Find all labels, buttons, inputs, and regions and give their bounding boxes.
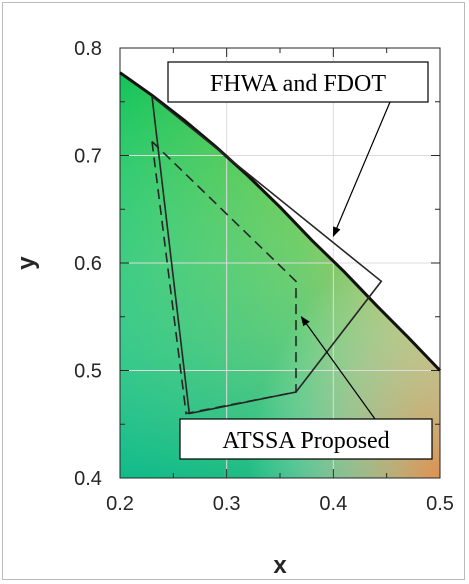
y-tick-label: 0.4 (74, 468, 102, 490)
series-dashed-boundary (151, 140, 297, 415)
y-tick-label: 0.6 (74, 253, 102, 275)
x-tick-label: 0.5 (426, 493, 454, 515)
spectral-locus (119, 71, 442, 372)
y-tick-label: 0.7 (74, 146, 102, 168)
y-tick-label: 0.5 (74, 361, 102, 383)
annotation-box (179, 418, 433, 460)
figure-frame (2, 2, 465, 580)
x-tick-label: 0.2 (106, 493, 134, 515)
annotation-box (167, 61, 429, 103)
axis-ticks (119, 47, 441, 479)
x-tick-label: 0.4 (319, 493, 347, 515)
x-axis-title: x (273, 552, 287, 579)
y-axis-title: y (13, 256, 40, 270)
x-tick-label: 0.3 (213, 493, 241, 515)
gamut-corner-tint (120, 72, 440, 478)
color-gamut-region (120, 72, 440, 478)
annotation-label: ATSSA Proposed (222, 428, 389, 454)
tick-labels: 0.2 0.3 0.4 0.5 0.4 0.5 0.6 0.7 0.8 (74, 38, 454, 515)
annotations: FHWA and FDOT ATSSA Proposed (167, 61, 433, 460)
annotation-arrow (332, 101, 391, 238)
series-layer (151, 95, 383, 415)
y-tick-label: 0.8 (74, 38, 102, 60)
annotation-label: FHWA and FDOT (210, 71, 386, 97)
spectral-locus-line (119, 71, 442, 372)
annotation-arrow (300, 315, 376, 420)
